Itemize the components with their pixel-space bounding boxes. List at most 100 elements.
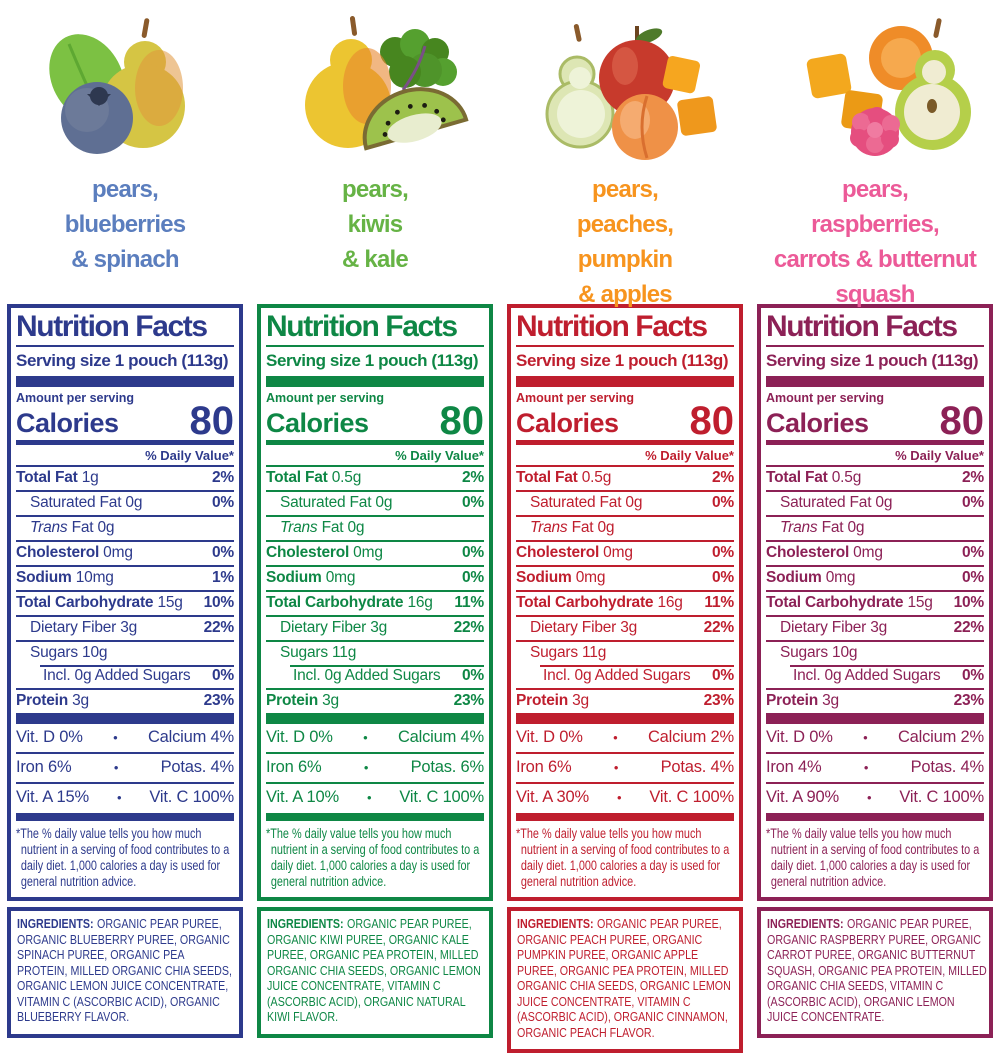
pear-slice-icon [545,24,615,149]
ingredients-text: ORGANIC PEAR PUREE, ORGANIC KIWI PUREE, … [267,917,481,1024]
nutrient-rows: Total Fat 0.5g 2% Saturated Fat 0g 0% Trans … [516,465,734,713]
nutrient-rows: Total Fat 0.5g 2% Saturated Fat 0g 0% Trans … [266,465,484,713]
nutrient-row: Sodium 0mg 0% [516,565,734,590]
vitamin-row: Iron 4% • Potas. 4% [766,752,984,782]
nutrient-row: Total Fat 0.5g 2% [266,465,484,490]
blueberry-icon [61,82,133,154]
product-column-pears-blueberries-spinach: pears, blueberries & spinach Nutrition F… [0,8,250,1053]
daily-value-footnote: *The % daily value tells you how much nu… [16,826,230,889]
nutrient-row: Total Carbohydrate 16g 11% [516,590,734,615]
vitamin-row: Iron 6% • Potas. 4% [16,752,234,782]
nutrient-row: Trans Fat 0g [516,515,734,540]
nutrient-row: Total Fat 1g 2% [16,465,234,490]
flavor-name: pears, kiwis & kale [342,176,409,273]
fruit-photo-pears-peaches-pumpkin-apples [507,8,743,166]
divider-bar [516,813,734,821]
ingredients-paragraph: INGREDIENTS: ORGANIC PEAR PUREE, ORGANIC … [517,917,737,1041]
fruit-photo-pears-kiwis-kale [257,8,493,166]
divider-bar [766,713,984,724]
calories-label: Calories [766,408,869,438]
amount-per-serving: Amount per serving [516,391,635,405]
nutrient-rows: Total Fat 1g 2% Saturated Fat 0g 0% Trans Fa… [16,465,234,713]
daily-value-header: % Daily Value* [395,448,484,463]
kale-leaf-icon [380,29,457,91]
nutrient-row: Trans Fat 0g [16,515,234,540]
flavor-name: pears, blueberries & spinach [64,176,186,273]
ingredients-label: INGREDIENTS: [17,917,94,931]
vitamin-row: Vit. A 10% • Vit. C 100% [266,782,484,812]
vitamin-row: Vit. D 0% • Calcium 4% [16,728,234,746]
nutrition-facts-panel: Nutrition Facts Serving size 1 pouch (11… [757,304,993,901]
fruit-photo-pears-blueberries-spinach [7,8,243,166]
ingredients-label: INGREDIENTS: [767,917,844,931]
vitamin-row: Vit. D 0% • Calcium 2% [516,728,734,746]
divider-bar [516,440,734,445]
divider-bar [516,713,734,724]
divider-bar [266,813,484,821]
nutrient-row: Sodium 0mg 0% [266,565,484,590]
calories-value: 80 [939,399,985,443]
vitamin-rows: Vit. D 0% • Calcium 2% Iron 6% • Potas. 4% Vit… [516,724,734,812]
fruit-photo-illustration [806,18,971,156]
ingredients-label: INGREDIENTS: [267,917,344,931]
nutrient-row: Saturated Fat 0g 0% [516,490,734,515]
daily-value-header: % Daily Value* [645,448,734,463]
calories-value: 80 [439,399,485,443]
ingredients-box: INGREDIENTS: ORGANIC PEAR PUREE, ORGANIC … [257,907,493,1038]
nutrition-facts-panel: Nutrition Facts Serving size 1 pouch (11… [257,304,493,901]
flavor-name: pears, peaches, pumpkin & apples [576,176,674,308]
divider-bar [16,440,234,445]
daily-value-header: % Daily Value* [895,448,984,463]
nutrient-row: Total Fat 0.5g 2% [516,465,734,490]
vitamin-row: Vit. A 30% • Vit. C 100% [516,782,734,812]
nutrient-row: Incl. 0g Added Sugars 0% [266,665,484,688]
vitamin-rows: Vit. D 0% • Calcium 4% Iron 6% • Potas. 4% Vit… [16,724,234,812]
nutrition-facts-title: Nutrition Facts [516,309,734,347]
divider-bar [766,440,984,445]
nutrient-row: Sugars 10g [766,640,984,665]
product-column-pears-kiwis-kale: pears, kiwis & kale Nutrition Facts Serv… [250,8,500,1053]
calories-row: Calories 80 [266,399,485,443]
vitamin-row: Vit. A 90% • Vit. C 100% [766,782,984,812]
calories-label: Calories [516,408,619,438]
nutrient-row: Cholesterol 0mg 0% [266,540,484,565]
calories-value: 80 [189,399,235,443]
serving-size: Serving size 1 pouch (113g) [266,351,479,370]
nutrient-row: Incl. 0g Added Sugars 0% [766,665,984,688]
vitamin-rows: Vit. D 0% • Calcium 2% Iron 4% • Potas. 4% Vit… [766,724,984,812]
nutrient-row: Dietary Fiber 3g 22% [516,615,734,640]
nutrition-facts-title: Nutrition Facts [16,309,234,347]
nutrition-facts-panel: Nutrition Facts Serving size 1 pouch (11… [507,304,743,901]
nutrient-row: Sugars 11g [266,640,484,665]
nutrient-row: Dietary Fiber 3g 22% [266,615,484,640]
calories-value: 80 [689,399,735,443]
nutrient-row: Sodium 10mg 1% [16,565,234,590]
ingredients-box: INGREDIENTS: ORGANIC PEAR PUREE, ORGANIC … [757,907,993,1038]
daily-value-footnote: *The % daily value tells you how much nu… [766,826,980,889]
nutrient-row: Cholesterol 0mg 0% [516,540,734,565]
ingredients-paragraph: INGREDIENTS: ORGANIC PEAR PUREE, ORGANIC … [17,917,237,1026]
pumpkin-cubes-icon [662,55,717,136]
pear-half-icon [895,18,971,150]
peach-icon [612,94,678,160]
ingredients-text: ORGANIC PEAR PUREE, ORGANIC RASPBERRY PU… [767,917,987,1024]
raspberry-icon [850,107,900,156]
vitamin-row: Vit. D 0% • Calcium 4% [266,728,484,746]
nutrient-row: Total Carbohydrate 15g 10% [16,590,234,615]
divider-bar [16,813,234,821]
flavor-name: pears, raspberries, carrots & butternut … [773,176,977,308]
nutrient-row: Saturated Fat 0g 0% [16,490,234,515]
nutrient-row: Incl. 0g Added Sugars 0% [16,665,234,688]
serving-size: Serving size 1 pouch (113g) [516,351,729,370]
nutrient-row: Incl. 0g Added Sugars 0% [516,665,734,688]
nutrient-rows: Total Fat 0.5g 2% Saturated Fat 0g 0% Trans … [766,465,984,713]
ingredients-paragraph: INGREDIENTS: ORGANIC PEAR PUREE, ORGANIC … [767,917,987,1026]
nutrient-row: Trans Fat 0g [266,515,484,540]
daily-value-footnote: *The % daily value tells you how much nu… [266,826,480,889]
fruit-photo-pears-raspberries-carrots-butternut-squash [757,8,993,166]
divider-bar [16,376,234,387]
vitamin-row: Iron 6% • Potas. 6% [266,752,484,782]
nutrient-row: Trans Fat 0g [766,515,984,540]
nutrient-row: Total Fat 0.5g 2% [766,465,984,490]
